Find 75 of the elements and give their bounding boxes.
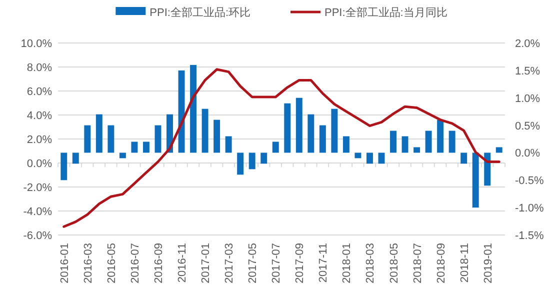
- y-tick-label: 0.0%: [26, 158, 52, 170]
- bar: [108, 125, 114, 153]
- bar: [131, 142, 138, 153]
- x-tick-label: 2018-07: [412, 243, 424, 284]
- bar: [378, 152, 385, 164]
- x-tick-label: 2019-01: [482, 243, 494, 284]
- bar: [308, 114, 314, 153]
- bar: [484, 152, 491, 186]
- y2-tick-label: -0.5%: [515, 175, 544, 188]
- bar: [284, 103, 291, 153]
- x-tick-label: 2016-09: [152, 243, 165, 284]
- line-series: [62, 68, 500, 228]
- x-tick-label: 2017-03: [224, 243, 236, 284]
- y-tick-label: 6.0%: [26, 86, 52, 98]
- bar: [437, 120, 444, 153]
- bar: [72, 152, 79, 164]
- y2-tick-label: 0.5%: [515, 120, 540, 132]
- y2-tick-label: -1.0%: [515, 202, 544, 215]
- bar: [319, 125, 326, 153]
- bar: [214, 120, 220, 153]
- x-tick-label: 2018-03: [364, 243, 377, 284]
- bar: [202, 108, 208, 153]
- bar: [119, 152, 126, 158]
- x-tick-label: 2017-01: [200, 243, 212, 284]
- y2-tick-label: 2.0%: [515, 38, 540, 50]
- y-tick-label: 4.0%: [26, 110, 52, 122]
- legend-label: PPI:全部工业品:环比: [150, 6, 250, 19]
- bar: [472, 152, 479, 208]
- bar: [460, 152, 468, 164]
- x-tick-label: 2018-01: [341, 243, 354, 284]
- x-tick-label: 2018-11: [458, 243, 471, 283]
- x-tick-label: 2016-03: [82, 243, 94, 284]
- bar: [425, 130, 432, 153]
- x-tick-label: 2016-07: [129, 243, 142, 284]
- bar: [366, 152, 373, 164]
- y-tick-label: -4.0%: [23, 206, 52, 218]
- bar: [142, 142, 150, 153]
- bar: [260, 152, 268, 164]
- bar: [225, 136, 232, 153]
- x-tick-label: 2017-09: [294, 243, 306, 284]
- bar: [354, 152, 362, 158]
- y2-tick-label: 0.0%: [515, 148, 540, 160]
- y-tick-label: -6.0%: [23, 230, 52, 242]
- bar: [296, 98, 302, 153]
- x-tick-label: 2017-11: [318, 243, 330, 283]
- y-tick-label: 10.0%: [20, 38, 52, 50]
- bar: [342, 136, 350, 153]
- bar: [390, 130, 396, 153]
- bar: [154, 125, 162, 153]
- x-tick-label: 2016-11: [176, 243, 189, 283]
- bar: [331, 108, 338, 153]
- legend-label: PPI:全部工业品:当月同比: [324, 6, 448, 19]
- x-tick-label: 2016-05: [106, 243, 118, 284]
- y-tick-label: 2.0%: [26, 134, 52, 146]
- bar: [272, 142, 279, 153]
- y-tick-label: 8.0%: [26, 62, 52, 74]
- bar: [496, 147, 502, 153]
- bar: [448, 130, 456, 153]
- x-tick-label: 2017-05: [247, 243, 260, 284]
- y2-tick-label: -1.5%: [515, 230, 544, 242]
- y-tick-label: -2.0%: [23, 182, 52, 194]
- bar: [96, 114, 102, 153]
- bar: [402, 136, 408, 153]
- y2-tick-label: 1.0%: [515, 92, 540, 105]
- x-tick-label: 2018-09: [435, 243, 448, 284]
- y2-tick-label: 1.5%: [515, 65, 540, 78]
- bar: [190, 64, 197, 153]
- x-tick-label: 2018-05: [388, 243, 400, 284]
- bar: [237, 152, 244, 175]
- bar: [84, 125, 91, 153]
- x-tick-label: 2016-01: [58, 243, 71, 284]
- bar: [414, 147, 420, 153]
- bar: [248, 152, 256, 170]
- bar: [60, 152, 68, 180]
- x-tick-label: 2017-07: [270, 243, 283, 284]
